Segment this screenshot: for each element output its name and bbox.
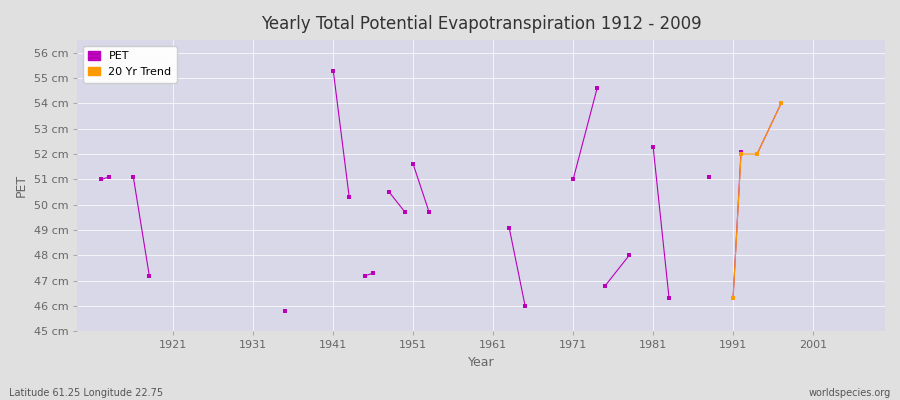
Text: worldspecies.org: worldspecies.org	[809, 388, 891, 398]
Text: Latitude 61.25 Longitude 22.75: Latitude 61.25 Longitude 22.75	[9, 388, 163, 398]
X-axis label: Year: Year	[468, 356, 494, 369]
Title: Yearly Total Potential Evapotranspiration 1912 - 2009: Yearly Total Potential Evapotranspiratio…	[261, 15, 701, 33]
Y-axis label: PET: PET	[15, 174, 28, 197]
Legend: PET, 20 Yr Trend: PET, 20 Yr Trend	[83, 46, 177, 82]
